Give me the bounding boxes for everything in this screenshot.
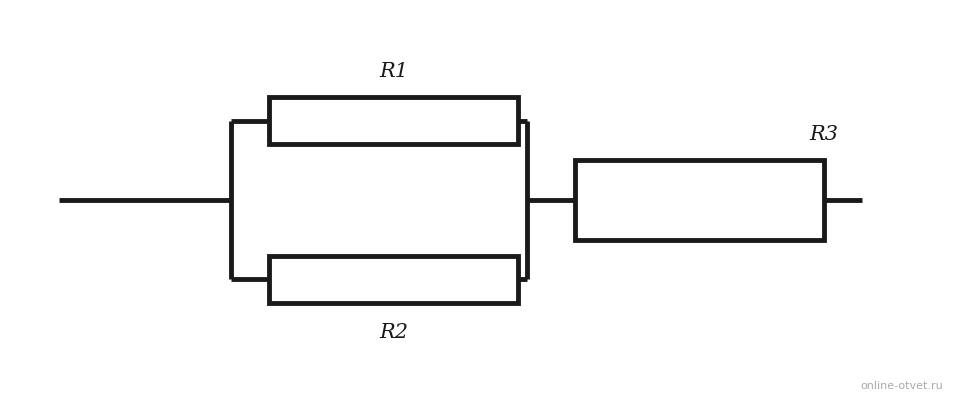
- Text: R2: R2: [379, 323, 408, 342]
- Text: R3: R3: [809, 125, 838, 144]
- Bar: [269, 256, 518, 303]
- Text: R1: R1: [379, 62, 408, 81]
- Bar: [575, 160, 824, 240]
- Text: online-otvet.ru: online-otvet.ru: [860, 381, 944, 391]
- Bar: [269, 97, 518, 144]
